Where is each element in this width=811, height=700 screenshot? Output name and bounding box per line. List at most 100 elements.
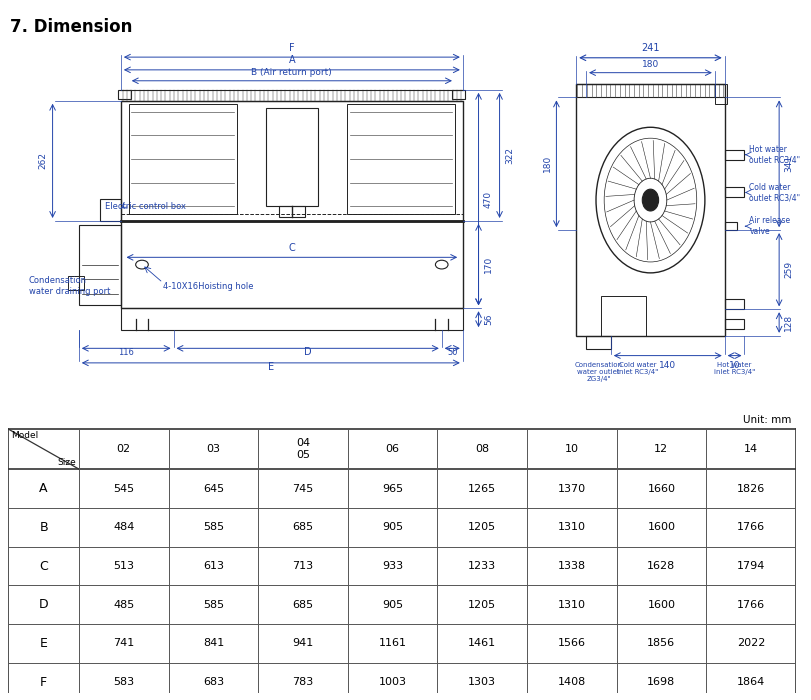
Text: 484: 484 xyxy=(113,522,135,532)
Text: 1698: 1698 xyxy=(646,677,675,687)
Bar xyxy=(121,308,462,330)
Bar xyxy=(118,90,131,99)
Bar xyxy=(265,108,318,206)
Text: 116: 116 xyxy=(118,349,134,358)
Bar xyxy=(79,225,121,304)
Bar xyxy=(723,150,744,160)
Text: 685: 685 xyxy=(292,522,313,532)
Text: 713: 713 xyxy=(292,561,313,571)
Text: 585: 585 xyxy=(203,600,224,610)
Text: 2022: 2022 xyxy=(736,638,764,648)
Text: 50: 50 xyxy=(446,349,457,358)
Text: Cold water
inlet RC3/4": Cold water inlet RC3/4" xyxy=(616,362,658,375)
Text: 56: 56 xyxy=(483,314,492,325)
Text: 485: 485 xyxy=(113,600,135,610)
Bar xyxy=(586,336,610,349)
Text: 965: 965 xyxy=(381,484,402,494)
Bar xyxy=(600,296,645,336)
Text: 783: 783 xyxy=(292,677,313,687)
Text: 1566: 1566 xyxy=(557,638,585,648)
Text: 941: 941 xyxy=(292,638,313,648)
Text: A: A xyxy=(39,482,48,495)
Text: 1303: 1303 xyxy=(468,677,496,687)
Text: D: D xyxy=(303,347,311,358)
Text: 10: 10 xyxy=(728,360,740,370)
Bar xyxy=(723,319,744,329)
Text: 1794: 1794 xyxy=(736,561,764,571)
Text: F: F xyxy=(40,676,47,689)
Text: 1856: 1856 xyxy=(646,638,675,648)
Text: 128: 128 xyxy=(783,314,792,331)
Text: 905: 905 xyxy=(381,600,402,610)
Text: 1233: 1233 xyxy=(468,561,496,571)
Text: 241: 241 xyxy=(641,43,659,52)
Circle shape xyxy=(642,189,658,211)
Text: 341: 341 xyxy=(783,155,792,172)
Text: 08: 08 xyxy=(474,444,489,454)
Text: 1310: 1310 xyxy=(557,600,585,610)
Text: 180: 180 xyxy=(542,155,551,172)
Text: Hot water
outlet RC3/4": Hot water outlet RC3/4" xyxy=(749,145,800,164)
Text: E: E xyxy=(40,637,47,650)
Text: 04
05: 04 05 xyxy=(295,438,310,460)
Text: 7. Dimension: 7. Dimension xyxy=(10,18,132,36)
Bar xyxy=(576,84,723,336)
Text: 513: 513 xyxy=(114,561,134,571)
Text: 180: 180 xyxy=(641,60,659,69)
Text: 1864: 1864 xyxy=(736,677,764,687)
Text: 10: 10 xyxy=(564,444,578,454)
Text: 06: 06 xyxy=(385,444,399,454)
Bar xyxy=(100,199,121,221)
Text: 12: 12 xyxy=(654,444,667,454)
Text: 03: 03 xyxy=(206,444,220,454)
Text: C: C xyxy=(288,243,295,253)
Text: 1600: 1600 xyxy=(646,522,675,532)
Bar xyxy=(714,84,727,104)
Text: 545: 545 xyxy=(113,484,134,494)
Text: C: C xyxy=(39,559,48,573)
Text: 1660: 1660 xyxy=(646,484,675,494)
Text: 170: 170 xyxy=(483,256,492,273)
Text: 685: 685 xyxy=(292,600,313,610)
Text: 683: 683 xyxy=(203,677,224,687)
Text: 645: 645 xyxy=(203,484,224,494)
Text: Model: Model xyxy=(11,431,38,440)
Text: 933: 933 xyxy=(381,561,402,571)
Text: Electric control box: Electric control box xyxy=(105,202,186,211)
Bar xyxy=(346,104,454,214)
Text: 841: 841 xyxy=(203,638,224,648)
Text: Condensation
water outlet
ZG3/4": Condensation water outlet ZG3/4" xyxy=(573,362,622,382)
Text: Size: Size xyxy=(57,458,75,467)
Text: 1370: 1370 xyxy=(557,484,585,494)
Text: 1205: 1205 xyxy=(468,600,496,610)
Text: B (Air return port): B (Air return port) xyxy=(251,68,332,77)
Text: 1003: 1003 xyxy=(378,677,406,687)
Text: 259: 259 xyxy=(783,261,792,279)
Text: B: B xyxy=(39,521,48,534)
Text: 4-10X16Hoisting hole: 4-10X16Hoisting hole xyxy=(163,282,253,291)
Bar xyxy=(452,90,465,99)
Text: Cold water
outlet RC3/4": Cold water outlet RC3/4" xyxy=(749,183,800,202)
Text: 585: 585 xyxy=(203,522,224,532)
Text: 1338: 1338 xyxy=(557,561,585,571)
Text: 14: 14 xyxy=(743,444,757,454)
Bar xyxy=(723,188,744,197)
Bar xyxy=(723,222,736,230)
Bar xyxy=(278,206,305,217)
Text: 1205: 1205 xyxy=(468,522,496,532)
Bar xyxy=(129,104,236,214)
Text: 322: 322 xyxy=(504,147,513,164)
Text: 1600: 1600 xyxy=(646,600,675,610)
Text: E: E xyxy=(268,362,273,372)
Text: 613: 613 xyxy=(203,561,224,571)
Bar xyxy=(68,276,84,290)
Text: 1826: 1826 xyxy=(736,484,764,494)
Text: 745: 745 xyxy=(292,484,313,494)
Text: Air release
valve: Air release valve xyxy=(749,216,790,236)
Bar xyxy=(121,221,462,308)
Text: 1461: 1461 xyxy=(468,638,496,648)
Text: 1766: 1766 xyxy=(736,600,764,610)
Text: 140: 140 xyxy=(659,360,676,370)
Bar xyxy=(723,300,744,309)
Text: A: A xyxy=(288,55,295,66)
